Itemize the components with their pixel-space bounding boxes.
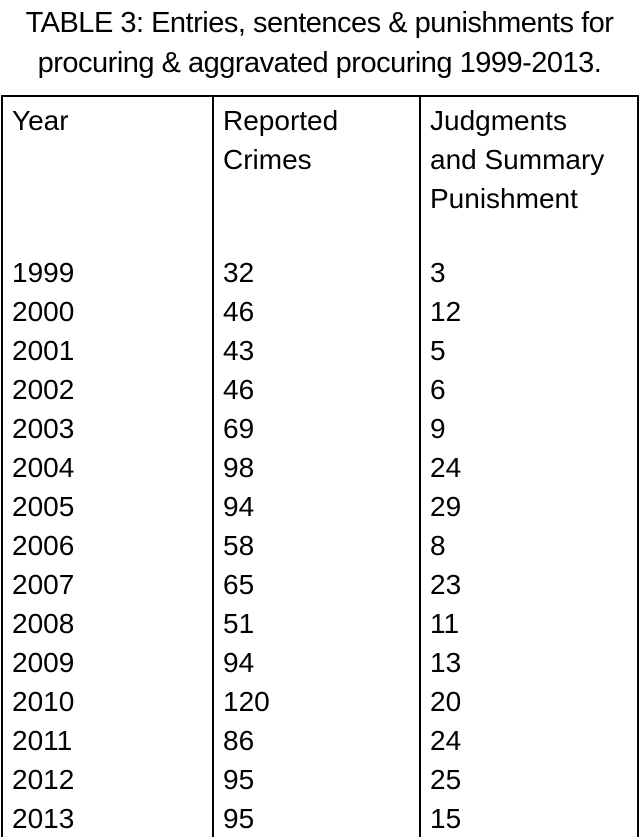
reported-crimes-cell: 51 <box>212 604 420 643</box>
table-caption-line-1: TABLE 3: Entries, sentences & punishment… <box>25 7 614 39</box>
table-row: 2006 58 8 <box>2 526 638 565</box>
table-row: 1999 32 3 <box>2 253 638 292</box>
header-judgments-line-3: Punishment <box>430 183 578 214</box>
year-cell: 2010 <box>12 686 75 717</box>
header-judgments-line-1: Judgments <box>430 105 567 136</box>
judgments-cell: 24 <box>419 448 638 487</box>
reported-crimes-cell: 43 <box>212 331 420 370</box>
reported-crimes-cell: 94 <box>212 643 420 682</box>
header-row: Year Reported Crimes Judgments and Summa… <box>2 96 638 253</box>
year-cell: 2003 <box>12 413 75 444</box>
reported-crimes-cell: 98 <box>212 448 420 487</box>
year-cell: 2011 <box>12 725 73 756</box>
table-row: 2004 98 24 <box>2 448 638 487</box>
year-cell: 2008 <box>12 608 75 639</box>
reported-crimes-cell: 32 <box>212 253 420 292</box>
year-cell: 2005 <box>12 491 75 522</box>
judgments-cell: 3 <box>419 253 638 292</box>
year-cell: 1999 <box>12 257 75 288</box>
year-cell: 2000 <box>12 296 75 327</box>
table-row: 2005 94 29 <box>2 487 638 526</box>
table-row: 2011 86 24 <box>2 721 638 760</box>
reported-crimes-cell: 58 <box>212 526 420 565</box>
header-cell-year: Year <box>2 96 213 253</box>
reported-crimes-cell: 120 <box>212 682 420 721</box>
reported-crimes-cell: 95 <box>212 799 420 837</box>
table-row: 2002 46 6 <box>2 370 638 409</box>
table-row: 2000 46 12 <box>2 292 638 331</box>
judgments-cell: 24 <box>419 721 638 760</box>
header-year-line-1: Year <box>12 105 69 136</box>
judgments-cell: 12 <box>419 292 638 331</box>
judgments-cell: 8 <box>419 526 638 565</box>
header-cell-reported-crimes: Reported Crimes <box>212 96 420 253</box>
judgments-cell: 25 <box>419 760 638 799</box>
table-row: 2003 69 9 <box>2 409 638 448</box>
judgments-cell: 29 <box>419 487 638 526</box>
table-row: 2010 120 20 <box>2 682 638 721</box>
table-row: 2007 65 23 <box>2 565 638 604</box>
judgments-cell: 5 <box>419 331 638 370</box>
table-row: 2012 95 25 <box>2 760 638 799</box>
reported-crimes-cell: 65 <box>212 565 420 604</box>
year-cell: 2013 <box>12 803 75 834</box>
reported-crimes-cell: 95 <box>212 760 420 799</box>
judgments-cell: 11 <box>419 604 638 643</box>
year-cell: 2007 <box>12 569 75 600</box>
table-caption: TABLE 3: Entries, sentences & punishment… <box>0 0 639 83</box>
year-cell: 2001 <box>12 335 75 366</box>
judgments-cell: 6 <box>419 370 638 409</box>
year-cell: 2012 <box>12 764 75 795</box>
reported-crimes-cell: 46 <box>212 370 420 409</box>
table-row: 2009 94 13 <box>2 643 638 682</box>
table-row: 2008 51 11 <box>2 604 638 643</box>
header-judgments-line-2: and Summary <box>430 144 605 175</box>
judgments-cell: 13 <box>419 643 638 682</box>
header-cell-judgments: Judgments and Summary Punishment <box>419 96 638 253</box>
reported-crimes-cell: 94 <box>212 487 420 526</box>
year-cell: 2009 <box>12 647 75 678</box>
year-cell: 2006 <box>12 530 75 561</box>
year-cell: 2004 <box>12 452 75 483</box>
reported-crimes-cell: 86 <box>212 721 420 760</box>
judgments-cell: 15 <box>419 799 638 837</box>
header-reported-crimes-line-1: Reported <box>223 105 339 136</box>
year-cell: 2002 <box>12 374 75 405</box>
judgments-cell: 23 <box>419 565 638 604</box>
table-row: 2013 95 15 <box>2 799 638 837</box>
judgments-cell: 9 <box>419 409 638 448</box>
table-row: 2001 43 5 <box>2 331 638 370</box>
table-caption-line-2: procuring & aggravated procuring 1999-20… <box>37 47 602 79</box>
header-reported-crimes-line-2: Crimes <box>223 144 312 175</box>
data-table: Year Reported Crimes Judgments and Summa… <box>1 95 639 837</box>
judgments-cell: 20 <box>419 682 638 721</box>
reported-crimes-cell: 46 <box>212 292 420 331</box>
reported-crimes-cell: 69 <box>212 409 420 448</box>
